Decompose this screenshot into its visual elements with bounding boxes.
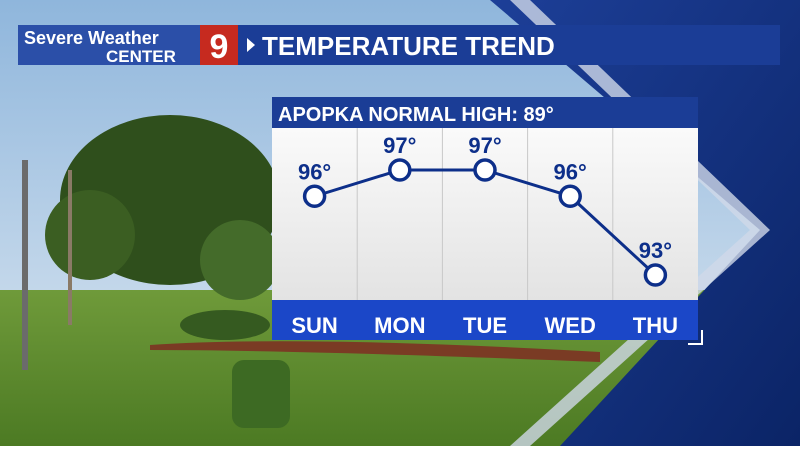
brand-line2: CENTER bbox=[106, 47, 176, 66]
pole bbox=[68, 170, 72, 325]
x-tick-label: SUN bbox=[291, 313, 337, 338]
hedge bbox=[180, 310, 270, 340]
value-label: 96° bbox=[554, 159, 587, 184]
x-tick-label: TUE bbox=[463, 313, 507, 338]
value-label: 96° bbox=[298, 159, 331, 184]
plot-area bbox=[272, 128, 698, 300]
blue-panel bbox=[490, 0, 800, 446]
subtitle-bar bbox=[272, 97, 698, 128]
chart-title: TEMPERATURE TREND bbox=[262, 31, 555, 61]
x-tick-label: THU bbox=[633, 313, 678, 338]
channel-box bbox=[200, 25, 238, 65]
shrub bbox=[232, 360, 290, 428]
point bbox=[388, 158, 412, 182]
value-label: 97° bbox=[383, 133, 416, 158]
point bbox=[558, 184, 582, 208]
brand-line1: Severe Weather bbox=[24, 28, 159, 48]
chart-subtitle: APOPKA NORMAL HIGH: 89° bbox=[278, 104, 554, 126]
category-bar bbox=[272, 300, 698, 340]
tree bbox=[45, 190, 135, 280]
lamp-post bbox=[22, 160, 28, 370]
x-tick-label: MON bbox=[374, 313, 425, 338]
arrow-icon bbox=[247, 38, 255, 52]
point bbox=[302, 184, 327, 208]
mulch bbox=[150, 341, 600, 362]
tree bbox=[200, 220, 280, 300]
corner-mark bbox=[688, 330, 703, 345]
value-label: 93° bbox=[639, 238, 672, 263]
channel-number: 9 bbox=[210, 28, 229, 66]
x-tick-label: WED bbox=[545, 313, 596, 338]
point bbox=[473, 158, 497, 182]
value-label: 97° bbox=[468, 133, 501, 158]
chart: 96° 97° 97° 96° 93° SUN MON TUE WED THU bbox=[291, 128, 678, 338]
point bbox=[643, 263, 668, 287]
